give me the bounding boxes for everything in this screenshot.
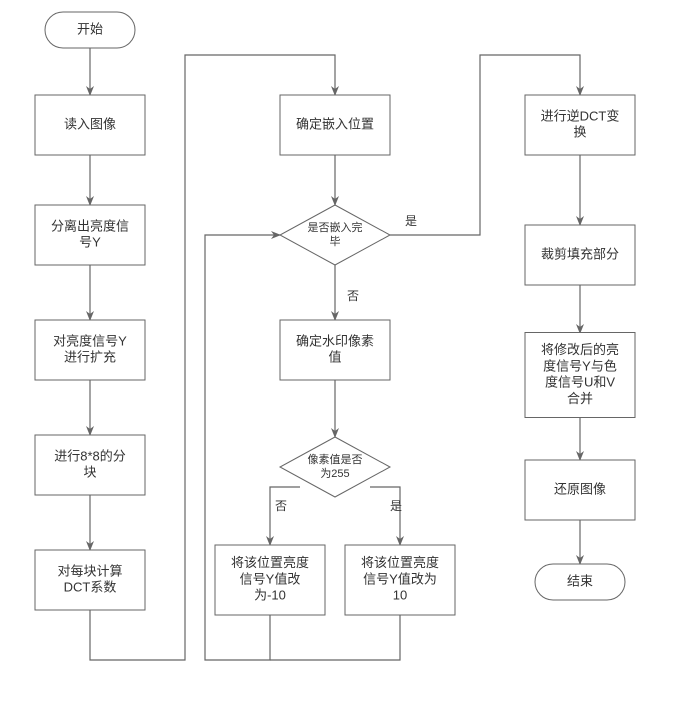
svg-text:度信号Y与色: 度信号Y与色	[543, 358, 617, 373]
node-n1: 读入图像	[35, 95, 145, 155]
svg-text:为-10: 为-10	[254, 588, 286, 603]
edge-10	[270, 487, 300, 545]
svg-text:读入图像: 读入图像	[64, 116, 116, 131]
node-n13: 还原图像	[525, 460, 635, 520]
svg-text:换: 换	[573, 125, 586, 140]
node-d2: 像素值是否为255	[280, 437, 390, 497]
svg-text:对亮度信号Y: 对亮度信号Y	[53, 333, 127, 348]
edge-label-10: 否	[275, 499, 287, 513]
svg-text:是否嵌入完: 是否嵌入完	[308, 220, 363, 234]
node-n4: 进行8*8的分块	[35, 435, 145, 495]
node-n5: 对每块计算 DCT系数	[35, 550, 145, 610]
svg-text:将该位置亮度: 将该位置亮度	[361, 555, 439, 570]
node-n12: 将修改后的亮度信号Y与色度信号U和V合并	[525, 333, 635, 418]
svg-text:块: 块	[83, 465, 96, 480]
edge-11	[370, 487, 400, 545]
svg-text:像素值是否: 像素值是否	[308, 453, 363, 466]
svg-text:值: 值	[328, 350, 341, 365]
svg-text:开始: 开始	[77, 21, 103, 36]
svg-text:信号Y值改: 信号Y值改	[240, 571, 301, 586]
edge-13	[270, 615, 400, 660]
node-n7: 确定水印像素值	[280, 320, 390, 380]
svg-text:为255: 为255	[320, 467, 349, 480]
svg-text:确定嵌入位置: 确定嵌入位置	[296, 116, 374, 131]
node-n2: 分离出亮度信号Y	[35, 205, 145, 265]
svg-text:还原图像: 还原图像	[554, 481, 606, 496]
node-d1: 是否嵌入完毕	[280, 205, 390, 265]
node-end: 结束	[535, 564, 625, 600]
node-n6: 确定嵌入位置	[280, 95, 390, 155]
svg-text:10: 10	[393, 588, 407, 603]
svg-text:分离出亮度信: 分离出亮度信	[51, 218, 129, 233]
svg-text:进行8*8的分: 进行8*8的分	[54, 448, 126, 463]
node-n10: 进行逆DCT变换	[525, 95, 635, 155]
svg-text:进行扩充: 进行扩充	[64, 350, 116, 365]
svg-text:将修改后的亮: 将修改后的亮	[541, 342, 619, 357]
edge-label-11: 是	[390, 499, 402, 513]
node-n8: 将该位置亮度信号Y值改为-10	[215, 545, 325, 615]
svg-text:信号Y值改为: 信号Y值改为	[363, 571, 437, 586]
svg-text:合并: 合并	[567, 391, 593, 406]
svg-text:裁剪填充部分: 裁剪填充部分	[541, 246, 619, 261]
node-start: 开始	[45, 12, 135, 48]
svg-text:将该位置亮度: 将该位置亮度	[231, 555, 309, 570]
edge-label-7: 否	[347, 289, 359, 303]
node-n11: 裁剪填充部分	[525, 225, 635, 285]
svg-text:进行逆DCT变: 进行逆DCT变	[541, 108, 620, 123]
svg-text:号Y: 号Y	[79, 235, 101, 250]
node-n9: 将该位置亮度信号Y值改为 10	[345, 545, 455, 615]
svg-text:确定水印像素: 确定水印像素	[296, 333, 374, 348]
edge-label-8: 是	[405, 214, 417, 228]
svg-text:DCT系数: DCT系数	[64, 580, 117, 595]
svg-text:毕: 毕	[330, 235, 341, 248]
svg-text:度信号U和V: 度信号U和V	[545, 375, 615, 390]
svg-text:对每块计算: 对每块计算	[57, 563, 122, 578]
node-n3: 对亮度信号Y 进行扩充	[35, 320, 145, 380]
svg-text:结束: 结束	[567, 573, 593, 588]
